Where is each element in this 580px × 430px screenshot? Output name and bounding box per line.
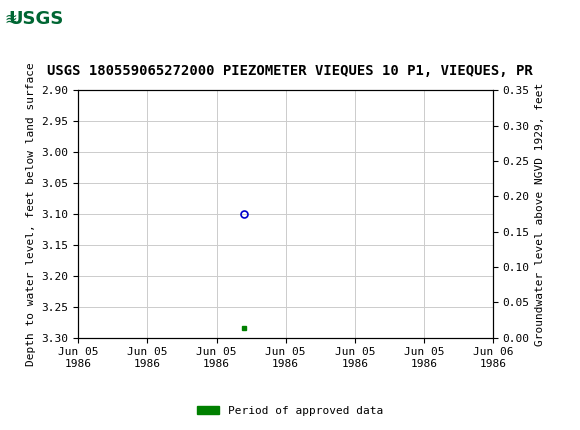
Y-axis label: Depth to water level, feet below land surface: Depth to water level, feet below land su… bbox=[26, 62, 36, 366]
Text: ≋: ≋ bbox=[5, 12, 17, 27]
Text: ≡USGS: ≡USGS bbox=[6, 10, 60, 28]
Text: USGS: USGS bbox=[8, 10, 64, 28]
Y-axis label: Groundwater level above NGVD 1929, feet: Groundwater level above NGVD 1929, feet bbox=[535, 82, 545, 346]
FancyBboxPatch shape bbox=[3, 3, 78, 37]
Text: USGS 180559065272000 PIEZOMETER VIEQUES 10 P1, VIEQUES, PR: USGS 180559065272000 PIEZOMETER VIEQUES … bbox=[47, 64, 533, 78]
Legend: Period of approved data: Period of approved data bbox=[193, 401, 387, 420]
FancyBboxPatch shape bbox=[2, 3, 68, 37]
